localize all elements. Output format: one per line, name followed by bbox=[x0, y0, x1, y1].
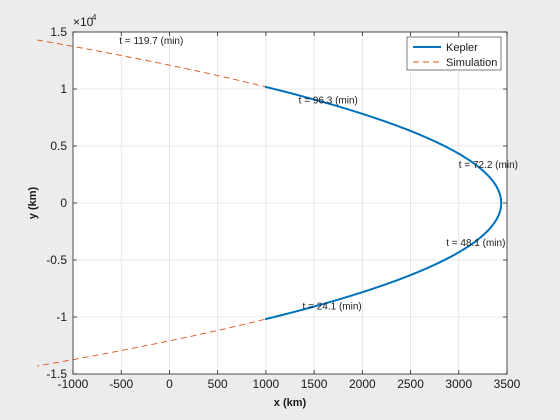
legend-box bbox=[406, 36, 502, 71]
x-tick-label: 0 bbox=[166, 377, 173, 391]
time-annotations: t = 119.7 (min) t = 96.3 (min) t = 72.2 (m… bbox=[119, 36, 518, 313]
time-annotation: t = 119.7 (min) bbox=[119, 36, 183, 47]
x-tick-label: 1500 bbox=[301, 377, 328, 391]
time-annotation: t = 24.1 (min) bbox=[303, 302, 362, 313]
legend[interactable]: Kepler Simulation bbox=[406, 36, 502, 71]
time-annotation: t = 96.3 (min) bbox=[299, 95, 358, 106]
y-tick-label: 1.5 bbox=[50, 25, 67, 39]
x-axis-label: x (km) bbox=[274, 397, 307, 409]
y-tick-label: -1.5 bbox=[46, 367, 67, 381]
y-tick-label: -1 bbox=[56, 310, 67, 324]
time-annotation: t = 72.2 (min) bbox=[459, 160, 518, 171]
x-tick-labels: -1000 -500 0 500 1000 1500 2000 2500 3000 3500 bbox=[58, 377, 521, 391]
x-tick-label: 1000 bbox=[253, 377, 280, 391]
time-annotation: t = 48.1 (min) bbox=[446, 238, 505, 249]
x-tick-label: 3500 bbox=[494, 377, 521, 391]
x-tick-label: -500 bbox=[109, 377, 133, 391]
y-tick-label: 0 bbox=[60, 196, 67, 210]
series-kepler bbox=[264, 85, 503, 321]
y-tick-label: 0.5 bbox=[50, 139, 67, 153]
x-tick-label: 2500 bbox=[397, 377, 424, 391]
x-tick-label: 2000 bbox=[349, 377, 376, 391]
y-exponent: ×10 4 bbox=[73, 13, 97, 29]
y-exponent-power: 4 bbox=[92, 13, 97, 22]
tick-marks bbox=[72, 31, 508, 375]
y-exponent-base: ×10 bbox=[73, 15, 94, 29]
y-tick-label: -0.5 bbox=[46, 253, 67, 267]
x-tick-label: 500 bbox=[208, 377, 228, 391]
x-tick-label: 3000 bbox=[445, 377, 472, 391]
legend-label-simulation: Simulation bbox=[446, 57, 497, 69]
y-tick-label: 1 bbox=[60, 82, 67, 96]
y-axis-label: y (km) bbox=[27, 186, 39, 219]
legend-label-kepler: Kepler bbox=[446, 42, 478, 54]
x-tick-label: -1000 bbox=[58, 377, 89, 391]
series-layer bbox=[37, 39, 503, 367]
y-tick-labels: -1.5 -1 -0.5 0 0.5 1 1.5 bbox=[46, 25, 67, 381]
